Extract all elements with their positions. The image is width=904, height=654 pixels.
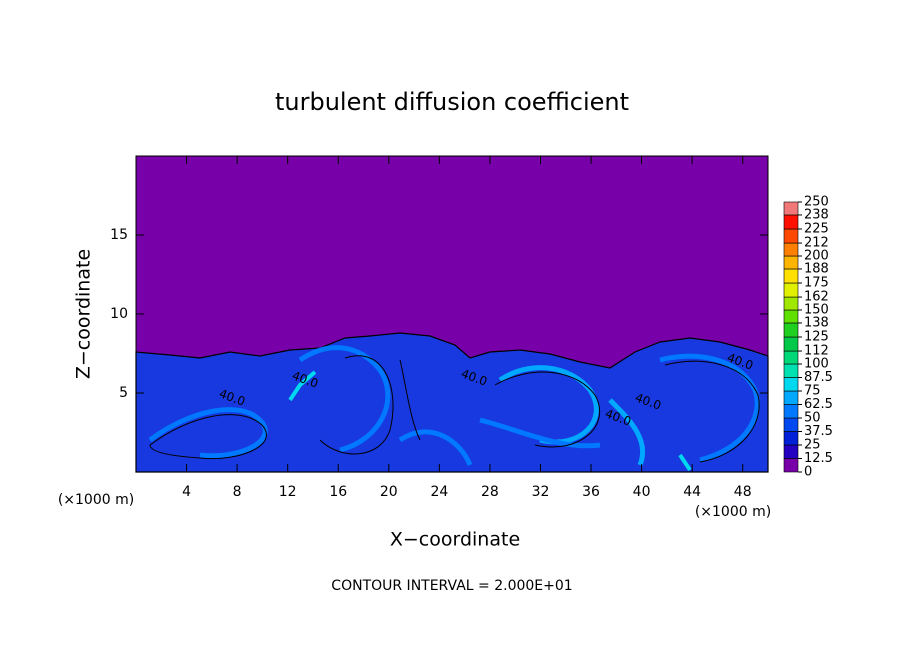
swirls (148, 345, 760, 472)
colorbar-label: 188 (804, 261, 829, 276)
colorbar-label: 150 (804, 303, 829, 318)
colorbar-label: 212 (804, 236, 829, 251)
x-tick-label: 36 (582, 484, 600, 500)
colorbar-label: 87.5 (804, 370, 833, 385)
colorbar-band (783, 201, 799, 216)
colorbar-label: 112 (804, 344, 829, 359)
colorbar-label: 37.5 (804, 424, 833, 439)
colorbar-label: 62.5 (804, 397, 833, 412)
colorbar-band (783, 214, 799, 230)
colorbar-label: 125 (804, 330, 829, 345)
x-tick-label: 32 (532, 484, 550, 500)
x-tick-label: 24 (430, 484, 448, 500)
colorbar-band (783, 336, 799, 352)
y-unit-label: (×1000 m) (58, 492, 134, 508)
chart-title: turbulent diffusion coefficient (275, 88, 629, 116)
colorbar-band (783, 431, 799, 446)
colorbar-band (783, 268, 799, 284)
colorbar-band (783, 309, 799, 324)
x-tick-label: 16 (329, 484, 347, 500)
footer: CONTOUR INTERVAL = 2.000E+01 (331, 578, 572, 594)
colorbar-label: 75 (804, 384, 821, 399)
colorbar-band (783, 417, 799, 432)
colorbar-label: 0 (804, 465, 812, 480)
colorbar-label: 100 (804, 357, 829, 372)
colorbar-band (783, 390, 799, 405)
x-axis-label: X−coordinate (390, 529, 520, 551)
y-tick-label: 15 (110, 227, 128, 243)
colorbar-label: 12.5 (804, 451, 833, 466)
colorbar-band (783, 282, 799, 298)
colorbar-label: 50 (804, 411, 821, 426)
colorbar-band (783, 404, 799, 419)
colorbar-label: 250 (804, 195, 829, 210)
colorbar-band (783, 444, 799, 459)
field (135, 156, 769, 473)
x-tick-label: 40 (633, 484, 651, 500)
colorbar-band (783, 255, 799, 270)
x-tick-label: 8 (233, 484, 242, 500)
colorbar-band (783, 458, 799, 473)
colorbar-band (783, 228, 799, 244)
colorbar-label: 200 (804, 249, 829, 264)
x-tick-label: 48 (734, 484, 752, 500)
colorbar-label: 238 (804, 207, 829, 222)
colorbar-band (783, 377, 799, 392)
colorbar-label: 175 (804, 276, 829, 291)
y-tick-label: 5 (119, 385, 128, 401)
colorbar-band (783, 296, 799, 311)
turbulent-layer (135, 332, 769, 473)
y-axis-label: Z−coordinate (73, 249, 95, 379)
colorbar-band (783, 350, 799, 365)
colorbar-band (783, 242, 799, 257)
contour-lines (149, 355, 760, 463)
colorbar-label: 162 (804, 290, 829, 305)
colorbar-label: 225 (804, 222, 829, 237)
colorbar-label: 138 (804, 315, 829, 330)
x-tick-label: 12 (279, 484, 297, 500)
x-tick-label: 20 (380, 484, 398, 500)
colorbar-band (783, 363, 799, 378)
x-unit-label: (×1000 m) (695, 504, 771, 520)
x-tick-label: 4 (182, 484, 191, 500)
x-tick-label: 28 (481, 484, 499, 500)
x-tick-label: 44 (683, 484, 701, 500)
colorbar-band (783, 322, 799, 338)
colorbar-label: 25 (804, 438, 821, 453)
y-tick-label: 10 (110, 306, 128, 322)
